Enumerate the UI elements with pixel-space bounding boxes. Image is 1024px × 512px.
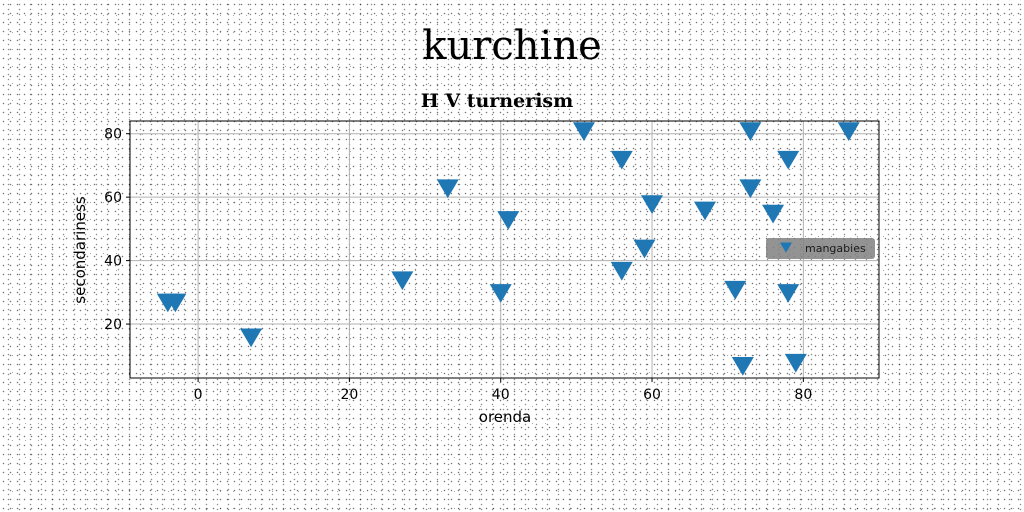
figure-suptitle: kurchine [422,23,602,69]
legend: mangabies [766,238,875,259]
data-point [739,122,762,141]
data-point [641,195,664,214]
x-tick-label: 40 [492,387,510,403]
data-point [693,201,716,221]
y-tick-label: 80 [104,127,122,143]
data-point [731,357,754,376]
points-layer [156,122,860,376]
x-tick-label: 80 [794,387,812,403]
data-point [497,211,520,230]
legend-label: mangabies [805,242,866,255]
y-axis-label: secondariness [71,196,89,304]
data-point [240,328,263,348]
data-point [739,179,762,199]
data-point [777,284,800,303]
plot-frame [129,120,880,379]
data-point [610,261,633,281]
data-point [489,284,512,303]
data-point [572,122,595,141]
y-tick-label: 60 [104,190,122,206]
y-tick-label: 40 [104,254,122,270]
data-point [724,280,747,300]
legend-box [766,238,875,259]
data-point [777,150,800,170]
chart-title: H V turnerism [421,90,573,112]
data-point [436,179,459,199]
data-point [837,122,860,141]
x-tick-label: 20 [340,387,358,403]
x-tick-label: 60 [643,387,661,403]
x-axis-label: orenda [479,408,531,426]
data-point [762,204,785,224]
data-point [164,293,187,313]
data-point [610,150,633,170]
y-tick-label: 20 [104,317,122,333]
data-point [784,353,807,373]
data-point [391,271,414,291]
ticks-layer: 0 20 40 60 80 20 40 60 80 [104,127,812,403]
data-point [633,239,656,259]
x-tick-label: 0 [194,387,203,403]
legend-marker [780,242,792,253]
